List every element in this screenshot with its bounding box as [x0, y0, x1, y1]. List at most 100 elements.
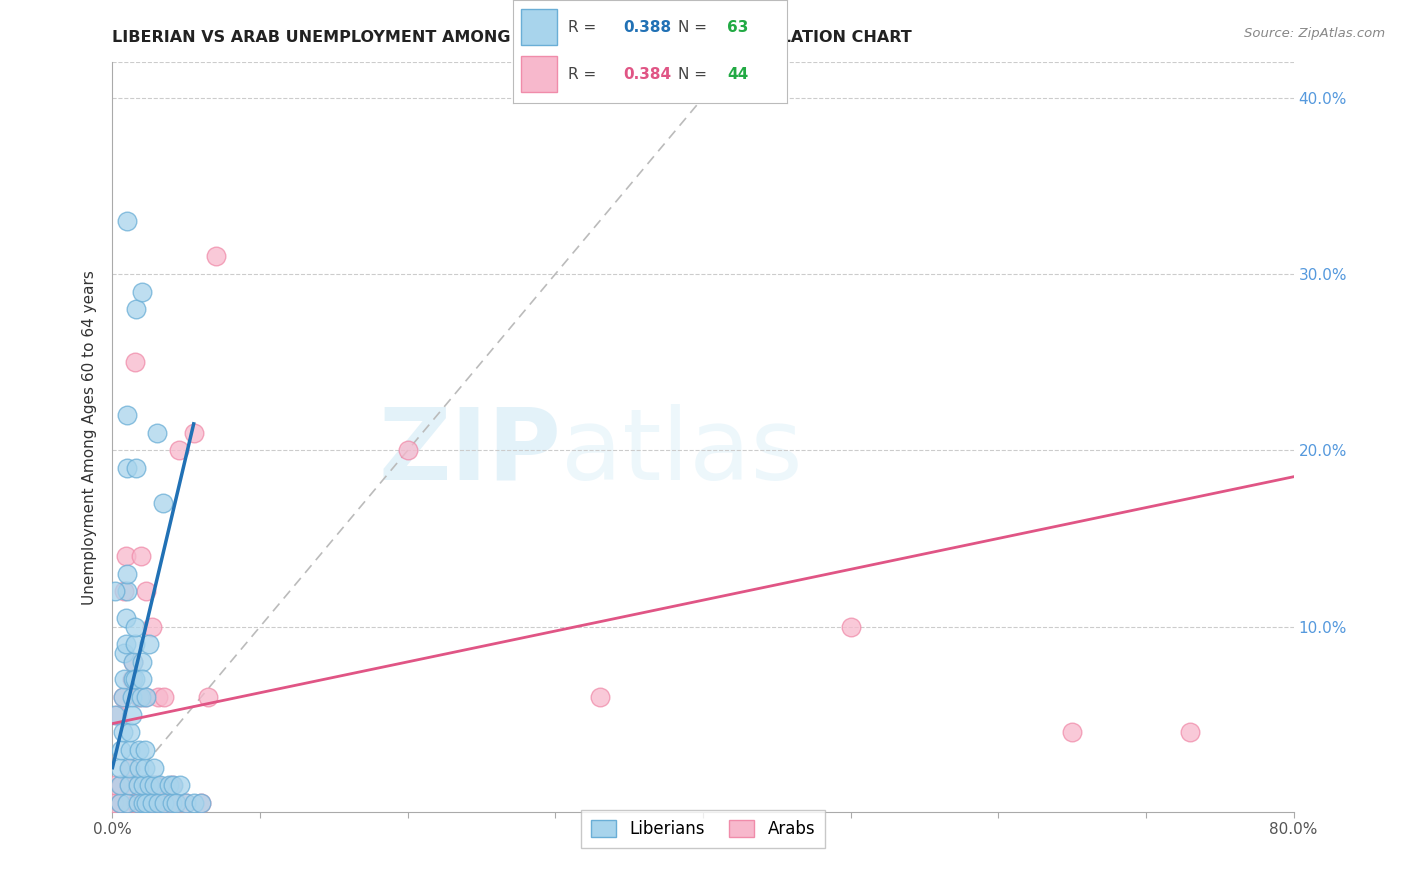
Point — [134, 690, 156, 705]
Point — [128, 690, 150, 705]
Point — [110, 778, 132, 792]
Point — [117, 214, 138, 228]
Point — [117, 461, 138, 475]
Point — [131, 285, 153, 299]
Point — [117, 584, 138, 599]
Point — [125, 302, 148, 317]
Text: 63: 63 — [727, 20, 748, 35]
Point — [150, 796, 173, 810]
Point — [124, 673, 146, 687]
Point — [120, 725, 142, 739]
Point — [117, 796, 138, 810]
Point — [162, 778, 184, 792]
Text: N =: N = — [678, 67, 711, 82]
Point — [120, 743, 142, 757]
Point — [108, 761, 131, 775]
Point — [157, 778, 180, 792]
Point — [142, 796, 165, 810]
Point — [138, 637, 160, 651]
Point — [197, 690, 219, 705]
Text: LIBERIAN VS ARAB UNEMPLOYMENT AMONG AGES 60 TO 64 YEARS CORRELATION CHART: LIBERIAN VS ARAB UNEMPLOYMENT AMONG AGES… — [112, 29, 912, 45]
Point — [105, 707, 128, 722]
Point — [135, 796, 157, 810]
Point — [110, 743, 132, 757]
Point — [152, 496, 174, 510]
Point — [132, 778, 155, 792]
Point — [134, 743, 156, 757]
Point — [127, 778, 149, 792]
Text: 0.384: 0.384 — [623, 67, 671, 82]
Point — [121, 673, 143, 687]
Text: ZIP: ZIP — [378, 403, 561, 500]
Point — [160, 778, 183, 792]
Point — [104, 778, 127, 792]
Text: 44: 44 — [727, 67, 748, 82]
Point — [111, 725, 134, 739]
Point — [167, 443, 190, 458]
Y-axis label: Unemployment Among Ages 60 to 64 years: Unemployment Among Ages 60 to 64 years — [82, 269, 97, 605]
Point — [1062, 725, 1084, 739]
Point — [135, 584, 157, 599]
Point — [114, 611, 136, 625]
Point — [131, 655, 153, 669]
Point — [149, 778, 172, 792]
Bar — [522, 9, 557, 45]
Point — [120, 761, 142, 775]
Point — [205, 249, 228, 263]
Point — [112, 584, 135, 599]
Point — [132, 778, 155, 792]
Point — [1178, 725, 1201, 739]
Point — [183, 425, 205, 440]
Point — [118, 778, 141, 792]
Legend: Liberians, Arabs: Liberians, Arabs — [581, 810, 825, 848]
Point — [174, 796, 197, 810]
Point — [131, 673, 153, 687]
Point — [122, 655, 145, 669]
Point — [142, 761, 165, 775]
Point — [148, 796, 170, 810]
Point — [104, 707, 127, 722]
Point — [160, 796, 183, 810]
Point — [117, 408, 138, 422]
Point — [125, 796, 148, 810]
Point — [138, 778, 160, 792]
Point — [114, 637, 136, 651]
Point — [117, 566, 138, 581]
Text: R =: R = — [568, 67, 602, 82]
Point — [396, 443, 419, 458]
Point — [111, 690, 134, 705]
Point — [108, 778, 131, 792]
Point — [157, 796, 180, 810]
Point — [134, 761, 156, 775]
Point — [108, 796, 131, 810]
Point — [117, 796, 138, 810]
Point — [142, 778, 165, 792]
Point — [132, 796, 155, 810]
Point — [124, 637, 146, 651]
Point — [127, 796, 149, 810]
Point — [124, 355, 146, 369]
Point — [128, 743, 150, 757]
Point — [111, 690, 134, 705]
Point — [135, 690, 157, 705]
Point — [108, 796, 131, 810]
Point — [146, 425, 169, 440]
Point — [141, 796, 163, 810]
Point — [118, 778, 141, 792]
Point — [128, 761, 150, 775]
Point — [112, 646, 135, 660]
Point — [104, 584, 127, 599]
Point — [190, 796, 212, 810]
Bar — [522, 56, 557, 93]
Point — [122, 673, 145, 687]
Point — [103, 796, 125, 810]
Point — [174, 796, 197, 810]
Text: atlas: atlas — [561, 403, 803, 500]
Point — [139, 778, 162, 792]
Point — [148, 690, 170, 705]
Point — [190, 796, 212, 810]
Point — [121, 690, 143, 705]
Point — [165, 796, 187, 810]
Point — [112, 673, 135, 687]
Text: Source: ZipAtlas.com: Source: ZipAtlas.com — [1244, 27, 1385, 40]
